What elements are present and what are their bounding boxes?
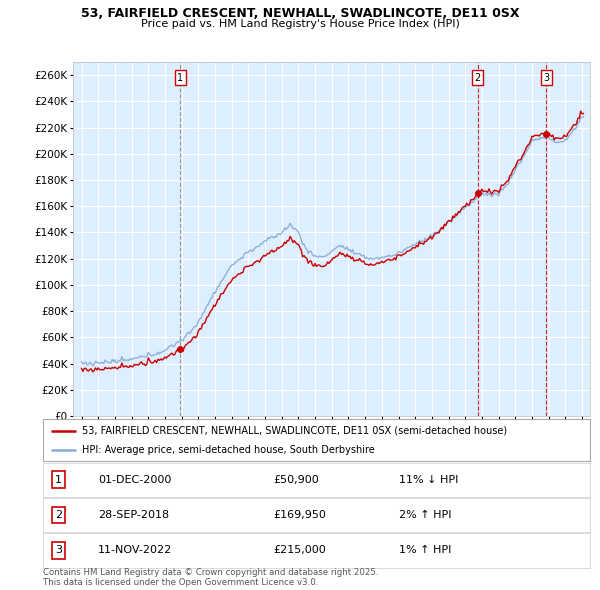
Text: 11-NOV-2022: 11-NOV-2022 bbox=[98, 546, 172, 555]
Text: £50,900: £50,900 bbox=[273, 475, 319, 484]
Text: 53, FAIRFIELD CRESCENT, NEWHALL, SWADLINCOTE, DE11 0SX: 53, FAIRFIELD CRESCENT, NEWHALL, SWADLIN… bbox=[81, 7, 519, 20]
Text: 01-DEC-2000: 01-DEC-2000 bbox=[98, 475, 171, 484]
Text: 53, FAIRFIELD CRESCENT, NEWHALL, SWADLINCOTE, DE11 0SX (semi-detached house): 53, FAIRFIELD CRESCENT, NEWHALL, SWADLIN… bbox=[82, 426, 506, 436]
Text: 2: 2 bbox=[55, 510, 62, 520]
Text: 3: 3 bbox=[543, 73, 550, 83]
Text: 2% ↑ HPI: 2% ↑ HPI bbox=[399, 510, 451, 520]
Text: 1: 1 bbox=[55, 475, 62, 484]
Text: £215,000: £215,000 bbox=[273, 546, 326, 555]
Text: 11% ↓ HPI: 11% ↓ HPI bbox=[399, 475, 458, 484]
Text: £169,950: £169,950 bbox=[273, 510, 326, 520]
Text: HPI: Average price, semi-detached house, South Derbyshire: HPI: Average price, semi-detached house,… bbox=[82, 445, 374, 455]
Text: Price paid vs. HM Land Registry's House Price Index (HPI): Price paid vs. HM Land Registry's House … bbox=[140, 19, 460, 29]
Text: 1: 1 bbox=[177, 73, 184, 83]
Text: 28-SEP-2018: 28-SEP-2018 bbox=[98, 510, 169, 520]
Text: 1% ↑ HPI: 1% ↑ HPI bbox=[399, 546, 451, 555]
Text: 3: 3 bbox=[55, 546, 62, 555]
Text: 2: 2 bbox=[475, 73, 481, 83]
Text: Contains HM Land Registry data © Crown copyright and database right 2025.
This d: Contains HM Land Registry data © Crown c… bbox=[43, 568, 379, 587]
